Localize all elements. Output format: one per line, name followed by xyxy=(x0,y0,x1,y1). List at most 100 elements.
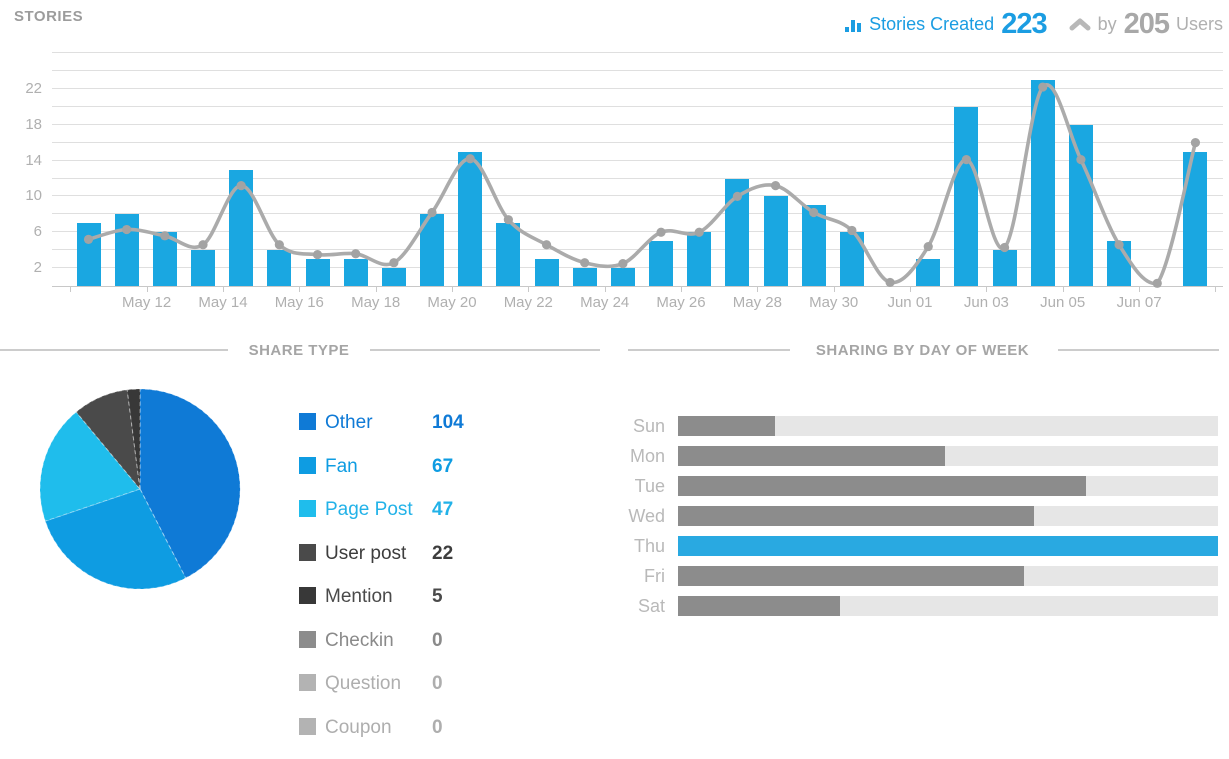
x-axis-label: May 20 xyxy=(427,294,477,311)
trend-point-may-20 xyxy=(465,154,475,164)
y-axis-label: 14 xyxy=(25,151,42,169)
trend-point-may-24 xyxy=(618,258,628,269)
legend-item-mention[interactable]: Mention 5 xyxy=(299,586,519,608)
gridline xyxy=(52,213,1223,215)
pie-slice-user-post[interactable] xyxy=(75,389,141,491)
gridline xyxy=(52,159,1223,161)
dow-row-sat: Sat xyxy=(600,596,1218,616)
bar-may-25[interactable] xyxy=(649,241,674,286)
stories-created-label: Stories Created xyxy=(869,14,995,34)
bar-may-26[interactable] xyxy=(687,232,712,286)
gridline xyxy=(52,267,1223,269)
y-axis-label: 22 xyxy=(25,79,42,97)
legend-item-fan[interactable]: Fan 67 xyxy=(299,456,519,478)
dow-bar-sat[interactable] xyxy=(678,596,840,616)
x-axis-tick xyxy=(70,286,72,292)
dow-label-sat: Sat xyxy=(637,596,665,616)
bar-may-18[interactable] xyxy=(381,268,406,286)
legend-item-page-post[interactable]: Page Post 47 xyxy=(299,499,519,521)
trend-point-jun-08 xyxy=(1190,138,1201,148)
bar-may-23[interactable] xyxy=(572,268,597,286)
x-axis-tick xyxy=(986,286,988,292)
bar-may-15[interactable] xyxy=(267,250,292,286)
trend-point-may-19 xyxy=(427,207,437,218)
dow-row-fri: Fri xyxy=(600,566,1218,586)
dow-row-sun: Sun xyxy=(600,416,1218,436)
y-axis-label: 2 xyxy=(33,259,42,277)
x-axis-label: May 30 xyxy=(809,294,859,311)
trend-point-may-16 xyxy=(312,250,323,260)
dow-bar-thu[interactable] xyxy=(678,536,1218,556)
bar-may-13[interactable] xyxy=(191,250,215,286)
legend-item-coupon[interactable]: Coupon 0 xyxy=(299,717,519,739)
bar-may-17[interactable] xyxy=(343,259,368,286)
dow-bar-fri[interactable] xyxy=(678,566,1024,586)
dow-title: SHARING BY DAY OF WEEK xyxy=(815,342,1030,359)
x-axis-tick xyxy=(910,286,911,292)
pie-slice-page-post[interactable] xyxy=(39,411,141,522)
trend-point-jun-07 xyxy=(1152,278,1162,288)
legend-label: Fan xyxy=(325,455,358,477)
pie-slice-fan[interactable] xyxy=(44,488,187,590)
pie-slice-other[interactable] xyxy=(139,388,241,579)
legend-value: 0 xyxy=(432,629,443,651)
trend-point-jun-03 xyxy=(999,242,1010,253)
x-axis-tick xyxy=(833,286,835,292)
x-axis-label: May 28 xyxy=(732,294,782,311)
x-axis-label: Jun 03 xyxy=(963,294,1009,311)
x-axis-tick xyxy=(528,286,530,292)
stories-created-value: 223 xyxy=(1001,8,1047,40)
legend-item-other[interactable]: Other 104 xyxy=(299,412,519,434)
bar-may-21[interactable] xyxy=(496,223,521,286)
dow-bar-mon[interactable] xyxy=(678,446,946,466)
x-axis-label: May 16 xyxy=(274,294,324,311)
gridline xyxy=(52,52,1223,53)
bar-may-24[interactable] xyxy=(610,268,635,286)
trend-point-may-29 xyxy=(809,207,819,218)
bar-jun-01[interactable] xyxy=(916,259,941,286)
bar-jun-02[interactable] xyxy=(954,106,979,286)
dow-bar-sun[interactable] xyxy=(678,416,776,436)
trend-point-may-28 xyxy=(770,181,781,191)
x-axis-tick xyxy=(681,286,682,292)
bar-may-12[interactable] xyxy=(152,232,177,286)
dow-row-mon: Mon xyxy=(600,446,1218,466)
dow-row-tue: Tue xyxy=(600,476,1218,496)
divider-line xyxy=(0,349,228,351)
dow-bar-wed[interactable] xyxy=(678,506,1035,526)
pie-slice-mention[interactable] xyxy=(126,388,141,490)
bar-may-20[interactable] xyxy=(458,151,483,286)
trend-point-jun-04 xyxy=(1038,82,1048,92)
trend-point-may-17 xyxy=(351,249,361,259)
legend-value: 104 xyxy=(432,412,464,433)
by-label: by xyxy=(1097,14,1117,34)
dow-track xyxy=(678,416,1218,436)
trend-point-may-12 xyxy=(160,231,170,241)
legend-value: 67 xyxy=(432,455,454,477)
gridline xyxy=(52,69,1223,71)
bar-chart-icon xyxy=(845,19,862,32)
bar-may-29[interactable] xyxy=(801,205,826,286)
bar-jun-03[interactable] xyxy=(992,250,1017,286)
bar-may-28[interactable] xyxy=(763,196,788,286)
dow-label-wed: Wed xyxy=(628,506,665,526)
dow-bar-tue[interactable] xyxy=(678,476,1086,496)
legend-item-question[interactable]: Question 0 xyxy=(299,673,519,695)
share-type-pie xyxy=(39,388,241,590)
x-axis-label: May 14 xyxy=(198,294,248,311)
trend-point-may-26 xyxy=(694,227,704,237)
legend-label: Question xyxy=(325,673,402,694)
bar-may-22[interactable] xyxy=(534,259,559,286)
legend-label: Other xyxy=(325,412,373,433)
gridline xyxy=(52,231,1223,233)
bar-may-10[interactable] xyxy=(76,223,101,286)
legend-value: 5 xyxy=(432,586,443,607)
bar-jun-05[interactable] xyxy=(1068,124,1093,286)
legend-item-user-post[interactable]: User post 22 xyxy=(299,543,519,565)
page-title: STORIES xyxy=(14,8,84,25)
legend-item-checkin[interactable]: Checkin 0 xyxy=(299,630,519,652)
gridline xyxy=(52,177,1223,179)
bar-may-16[interactable] xyxy=(305,259,330,286)
dow-track xyxy=(678,446,1218,466)
